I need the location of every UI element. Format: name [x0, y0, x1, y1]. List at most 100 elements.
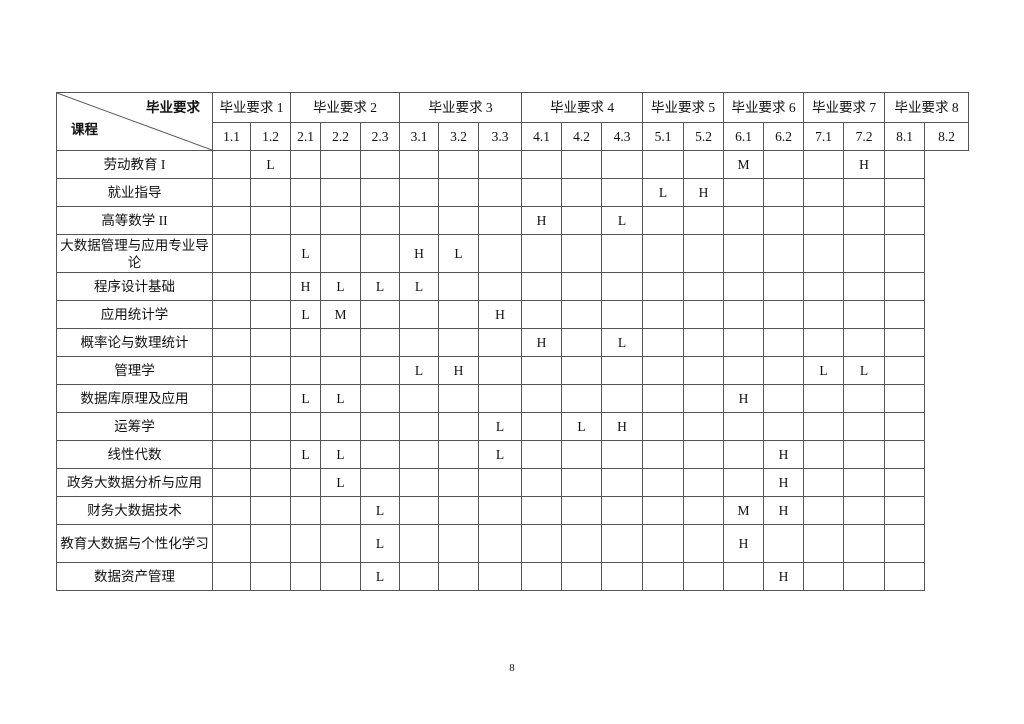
support-level-cell: L	[320, 384, 361, 413]
support-level-cell	[723, 440, 765, 469]
support-level-cell	[399, 206, 440, 235]
support-level-cell: L	[399, 272, 440, 301]
support-level-cell	[521, 150, 563, 179]
support-level-cell: L	[803, 356, 845, 385]
support-level-cell	[399, 384, 440, 413]
support-level-cell	[803, 440, 845, 469]
support-level-cell	[683, 468, 725, 497]
support-level-cell	[478, 468, 523, 497]
support-level-cell	[843, 562, 886, 591]
support-level-cell	[438, 300, 480, 329]
support-level-cell	[561, 328, 603, 357]
requirement-group-header: 毕业要求 5	[642, 92, 725, 123]
support-level-cell	[723, 300, 765, 329]
support-level-cell	[478, 150, 523, 179]
support-level-cell: L	[478, 440, 523, 469]
table-row: 就业指导 L H	[56, 178, 969, 207]
support-level-cell	[683, 150, 725, 179]
support-level-cell	[290, 412, 321, 441]
sub-requirement-header: 3.3	[478, 122, 523, 151]
support-level-cell: L	[561, 412, 603, 441]
course-name-cell: 线性代数	[56, 440, 213, 469]
support-level-cell	[478, 234, 523, 273]
header-row-groups: 毕业要求 课程 毕业要求 1 毕业要求 2 毕业要求 3 毕业要求 4 毕业要求 5 毕业…	[56, 92, 970, 151]
support-level-cell	[399, 496, 440, 525]
course-name-cell: 数据资产管理	[56, 562, 213, 591]
sub-requirement-header: 2.2	[320, 122, 361, 151]
support-level-cell	[521, 178, 563, 207]
support-level-cell	[399, 468, 440, 497]
support-level-cell	[250, 206, 291, 235]
support-level-cell	[521, 234, 563, 273]
table-row: 高等数学 II H L	[56, 206, 969, 235]
support-level-cell	[642, 496, 685, 525]
support-level-cell: L	[642, 178, 685, 207]
support-level-cell	[250, 440, 291, 469]
course-name-cell: 管理学	[56, 356, 213, 385]
corner-requirement-label: 毕业要求	[146, 100, 200, 115]
support-level-cell	[683, 384, 725, 413]
support-level-cell: H	[478, 300, 523, 329]
course-name-cell: 教育大数据与个性化学习	[56, 524, 213, 563]
support-level-cell	[683, 524, 725, 563]
support-level-cell	[290, 468, 321, 497]
support-level-cell	[438, 468, 480, 497]
support-level-cell	[723, 206, 765, 235]
support-level-cell	[763, 150, 805, 179]
requirement-group-header: 毕业要求 2	[289, 92, 401, 123]
support-level-cell	[212, 496, 251, 525]
support-level-cell	[438, 440, 480, 469]
support-level-cell	[642, 328, 685, 357]
support-level-cell	[359, 206, 401, 235]
support-level-cell	[561, 272, 603, 301]
support-level-cell	[250, 272, 291, 301]
support-level-cell	[521, 412, 563, 441]
table-row: 财务大数据技术 L M H	[56, 496, 969, 525]
support-level-cell	[359, 468, 401, 497]
support-level-cell	[843, 328, 886, 357]
support-level-cell	[642, 150, 685, 179]
support-level-cell	[843, 300, 886, 329]
support-level-cell	[250, 356, 291, 385]
support-level-cell	[399, 150, 440, 179]
corner-course-label: 课程	[71, 122, 98, 137]
support-level-cell: M	[723, 496, 765, 525]
support-level-cell	[290, 206, 321, 235]
support-level-cell: L	[320, 440, 361, 469]
support-level-cell	[601, 272, 644, 301]
support-level-cell	[843, 468, 886, 497]
support-level-cell	[438, 328, 480, 357]
support-level-cell	[642, 562, 685, 591]
support-level-cell	[843, 496, 886, 525]
support-level-cell	[561, 206, 603, 235]
support-level-cell	[250, 412, 291, 441]
support-level-cell	[884, 272, 926, 301]
support-level-cell	[763, 178, 805, 207]
support-level-cell: H	[521, 206, 563, 235]
support-level-cell	[642, 356, 685, 385]
support-level-cell	[601, 384, 644, 413]
requirement-group-header: 毕业要求 1	[212, 92, 291, 123]
support-level-cell: H	[290, 272, 321, 301]
support-level-cell	[884, 496, 926, 525]
support-level-cell	[521, 384, 563, 413]
support-level-cell: L	[438, 234, 480, 273]
support-level-cell: L	[478, 412, 523, 441]
support-level-cell	[561, 300, 603, 329]
support-level-cell	[320, 496, 361, 525]
support-level-cell: L	[359, 272, 401, 301]
support-level-cell: L	[290, 384, 321, 413]
support-level-cell	[290, 524, 321, 563]
support-level-cell	[478, 384, 523, 413]
support-level-cell	[438, 206, 480, 235]
support-level-cell	[212, 234, 251, 273]
table-row: 劳动教育 I L M H	[56, 150, 969, 179]
requirement-group-header: 毕业要求 3	[399, 92, 523, 123]
support-level-cell	[212, 384, 251, 413]
support-level-cell	[803, 496, 845, 525]
support-level-cell: H	[843, 150, 886, 179]
support-level-cell	[212, 440, 251, 469]
support-level-cell: H	[438, 356, 480, 385]
table-row: 数据库原理及应用 L L H	[56, 384, 969, 413]
sub-requirement-header: 4.2	[561, 122, 603, 151]
